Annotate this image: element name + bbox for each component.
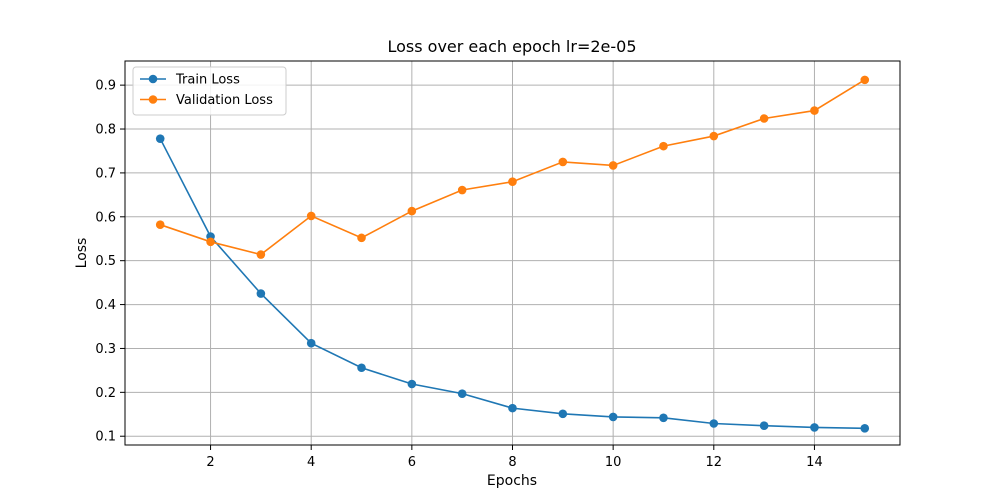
data-point-train-loss: [407, 379, 417, 389]
y-tick-label: 0.8: [95, 123, 116, 138]
data-point-train-loss: [810, 423, 819, 432]
data-point-validation-loss: [860, 75, 870, 85]
grid: [125, 61, 900, 445]
data-point-train-loss: [860, 424, 870, 433]
data-point-validation-loss: [709, 131, 719, 141]
x-tick-label: 10: [605, 455, 622, 470]
legend-item-train-loss: Train Loss: [140, 73, 240, 88]
data-point-train-loss: [608, 412, 618, 422]
data-point-validation-loss: [457, 185, 467, 195]
data-point-train-loss: [508, 403, 517, 413]
series-layer: [155, 75, 870, 433]
data-point-validation-loss: [306, 211, 316, 221]
x-tick-label: 2: [206, 455, 214, 470]
x-axis-ticks: 2 4 6 8 10 12 14: [206, 445, 823, 470]
legend-label: Train Loss: [175, 73, 240, 88]
x-tick-label: 12: [706, 455, 723, 470]
y-tick-label: 0.3: [95, 342, 116, 357]
legend-item-validation-loss: Validation Loss: [140, 93, 273, 108]
data-point-train-loss: [709, 419, 719, 428]
data-point-train-loss: [357, 363, 366, 373]
data-point-train-loss: [155, 134, 165, 143]
x-tick-label: 14: [806, 455, 823, 470]
data-point-validation-loss: [155, 220, 165, 229]
legend-label: Validation Loss: [176, 93, 273, 108]
y-axis-ticks: 0.1 0.2 0.3 0.4 0.5 0.6 0.7 0.8 0.9: [95, 79, 125, 445]
data-point-validation-loss: [558, 157, 568, 167]
legend-marker: [148, 74, 158, 84]
x-tick-label: 6: [408, 455, 416, 470]
data-point-validation-loss: [508, 177, 517, 186]
data-point-train-loss: [457, 389, 467, 398]
series-validation-loss: [155, 75, 870, 259]
data-point-validation-loss: [206, 237, 215, 247]
y-tick-label: 0.4: [95, 298, 116, 313]
data-point-validation-loss: [659, 141, 668, 151]
legend-box: [132, 66, 287, 116]
x-tick-label: 4: [307, 455, 315, 470]
x-axis-label: Epochs: [487, 473, 537, 489]
legend-marker: [148, 95, 158, 104]
y-tick-label: 0.6: [95, 210, 116, 225]
data-point-train-loss: [659, 413, 668, 423]
x-tick-label: 8: [508, 455, 516, 470]
data-point-train-loss: [759, 421, 769, 430]
y-tick-label: 0.9: [95, 79, 116, 94]
y-tick-label: 0.7: [95, 166, 116, 181]
data-point-train-loss: [256, 289, 266, 298]
legend: Train Loss Validation Loss: [132, 66, 287, 116]
y-tick-label: 0.2: [95, 386, 116, 401]
data-point-validation-loss: [608, 161, 618, 170]
y-tick-label: 0.1: [95, 430, 116, 445]
data-point-train-loss: [306, 338, 316, 348]
data-point-train-loss: [558, 409, 568, 419]
data-point-validation-loss: [357, 233, 366, 243]
data-point-validation-loss: [759, 114, 769, 123]
y-axis-label: Loss: [74, 238, 90, 269]
data-point-validation-loss: [407, 206, 417, 216]
chart-title: Loss over each epoch lr=2e-05: [387, 37, 636, 56]
data-point-validation-loss: [256, 250, 266, 259]
data-point-validation-loss: [810, 106, 819, 115]
y-tick-label: 0.5: [95, 254, 116, 269]
